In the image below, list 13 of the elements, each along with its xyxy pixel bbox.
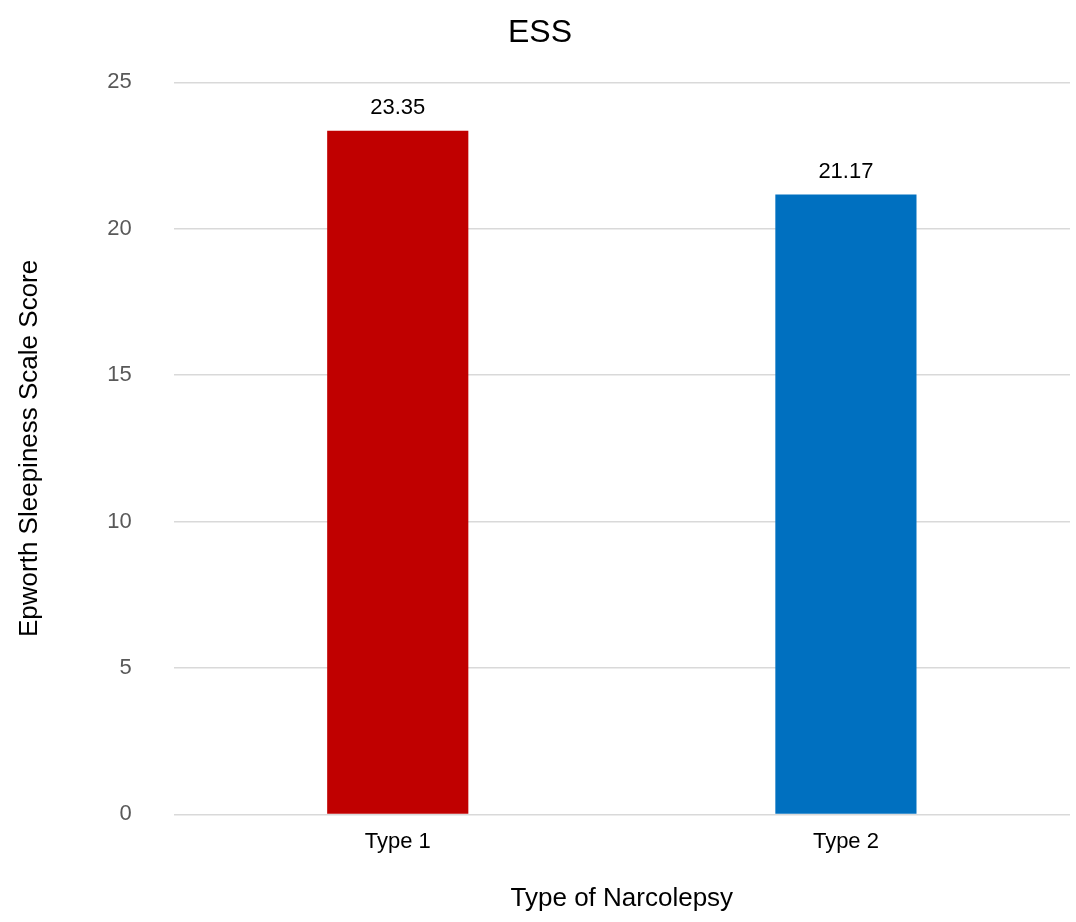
y-tick-label: 0 — [119, 800, 132, 826]
y-tick-label: 25 — [107, 68, 132, 94]
y-tick-label: 20 — [107, 214, 132, 240]
x-axis-title: Type of Narcolepsy — [510, 881, 734, 912]
x-tick-label: Type 1 — [364, 827, 431, 853]
data-label: 21.17 — [818, 157, 874, 183]
y-tick-label: 15 — [107, 361, 132, 387]
chart-title: ESS — [507, 13, 573, 50]
data-label: 23.35 — [370, 93, 426, 119]
y-axis-title: Epworth Sleepiness Scale Score — [12, 259, 43, 637]
y-tick-label: 5 — [119, 654, 132, 680]
x-tick-label: Type 2 — [812, 827, 879, 853]
y-tick-label: 10 — [107, 507, 132, 533]
